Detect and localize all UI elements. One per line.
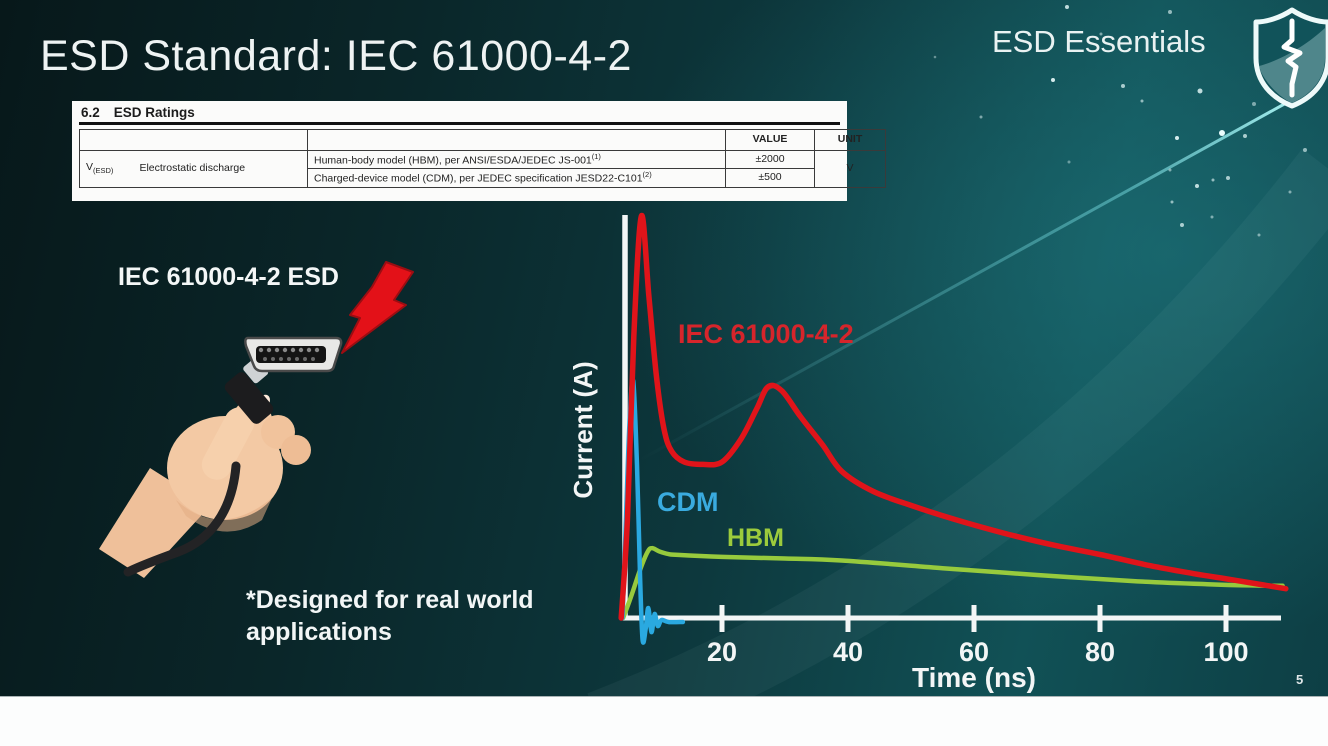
cable xyxy=(123,461,241,577)
footnote-line1: *Designed for real world xyxy=(246,586,534,614)
table-row: Charged-device model (CDM), per JEDEC sp… xyxy=(80,168,886,188)
knuckle xyxy=(232,400,272,440)
star-dot xyxy=(1121,84,1125,88)
connector-strain-relief xyxy=(224,372,274,424)
series-title: ESD Essentials xyxy=(992,24,1206,59)
fist-shading xyxy=(176,498,272,532)
wrist xyxy=(99,468,210,578)
rating-value: ±500 xyxy=(725,168,815,188)
unit-cell: V xyxy=(814,149,886,188)
series-hbm xyxy=(620,545,1285,621)
series-cdm xyxy=(620,377,686,645)
swoosh-arc xyxy=(587,148,1328,746)
hdmi-connector-slot xyxy=(256,346,326,363)
pulse-line-icon xyxy=(1281,18,1303,98)
heading-rule xyxy=(79,122,840,125)
table-header-row: VALUE UNIT xyxy=(79,128,886,151)
x-tick-label: 100 xyxy=(1203,637,1248,667)
star-dot xyxy=(1257,233,1261,237)
star-dot xyxy=(1219,130,1225,136)
star-dot xyxy=(1197,88,1203,94)
model-description: Charged-device model (CDM), per JEDEC sp… xyxy=(307,168,726,188)
parameter-name: Electrostatic discharge xyxy=(139,162,246,175)
y-axis-title: Current (A) xyxy=(568,361,598,498)
star-dot xyxy=(1051,78,1055,82)
knuckle xyxy=(261,415,295,449)
star-dot xyxy=(1067,160,1071,164)
fingernail xyxy=(256,394,270,412)
x-tick-label: 20 xyxy=(707,637,737,667)
unit-column-header: UNIT xyxy=(814,128,886,151)
footnote-line2: applications xyxy=(246,618,392,646)
star-dot xyxy=(1303,148,1307,152)
value-column-header: VALUE xyxy=(725,128,815,151)
esd-waveform-chart: 20 40 60 80 100 IEC 61000-4-2 CDM HBM Time (ns) C… xyxy=(568,213,1289,693)
rating-value: ±2000 xyxy=(725,149,815,170)
star-dot xyxy=(1170,200,1174,204)
index-fingertip xyxy=(246,396,270,420)
star-dot xyxy=(1210,215,1214,219)
esd-shield-icon xyxy=(1253,7,1328,109)
page-number: 5 xyxy=(1296,672,1304,687)
illustration-label: IEC 61000-4-2 ESD xyxy=(118,263,339,291)
footer-bar: Texas Instruments xyxy=(0,696,1328,746)
hdmi-connector-shell xyxy=(244,336,343,373)
star-dot xyxy=(1288,190,1292,194)
star-dot xyxy=(1140,99,1144,103)
header-empty-cell xyxy=(307,128,726,151)
x-axis-title: Time (ns) xyxy=(912,662,1036,693)
parameter-symbol: V(ESD) xyxy=(86,161,114,176)
section-number: 6.2 xyxy=(81,105,100,120)
series-iec-61000-4-2 xyxy=(618,213,1289,621)
page-title: ESD Standard: IEC 61000-4-2 xyxy=(40,32,632,80)
model-description: Human-body model (HBM), per ANSI/ESDA/JE… xyxy=(307,149,726,170)
x-tick-label: 60 xyxy=(959,637,989,667)
knuckle xyxy=(281,435,311,465)
series-label: CDM xyxy=(657,487,719,517)
section-title: ESD Ratings xyxy=(113,105,195,120)
star-dot xyxy=(1168,168,1172,172)
star-dot xyxy=(1168,10,1172,14)
header-empty-cell xyxy=(79,128,308,151)
table-row: V(ESD) Electrostatic discharge Human-bod… xyxy=(79,149,886,188)
esd-ratings-table: 6.2 ESD Ratings VALUE UNIT V(ESD) Electro… xyxy=(72,101,886,201)
series-label: HBM xyxy=(727,524,784,552)
connector-collar xyxy=(243,358,269,384)
parameter-cell: V(ESD) Electrostatic discharge xyxy=(79,149,308,188)
star-dot xyxy=(1243,134,1247,138)
star-dot xyxy=(1175,136,1179,140)
x-tick-label: 40 xyxy=(833,637,863,667)
star-dot xyxy=(1211,178,1215,182)
series-label: IEC 61000-4-2 xyxy=(678,319,854,349)
x-tick-label: 80 xyxy=(1085,637,1115,667)
table-heading: 6.2 ESD Ratings xyxy=(79,104,840,122)
fist xyxy=(167,416,283,520)
star-dot xyxy=(1195,184,1199,188)
star-dot xyxy=(933,55,937,59)
star-dot xyxy=(1226,176,1230,180)
star-dot xyxy=(979,115,983,119)
hand-connector-illustration xyxy=(99,261,414,578)
footnote: *Designed for real world applications xyxy=(246,584,534,648)
star-dot xyxy=(1180,223,1184,227)
star-dot xyxy=(1065,5,1069,9)
hdmi-pins xyxy=(258,347,320,361)
thumb xyxy=(201,407,255,480)
lightning-bolt-icon xyxy=(341,261,414,354)
